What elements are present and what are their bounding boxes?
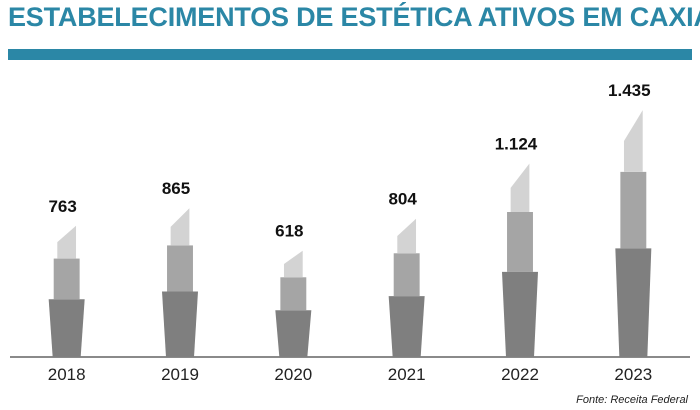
bar-middle-2019 xyxy=(167,245,193,292)
bar-tip-2019 xyxy=(170,208,190,246)
bar-base-2019 xyxy=(162,291,198,357)
bar-base-2020 xyxy=(275,310,312,357)
value-label-2018: 763 xyxy=(48,197,76,216)
bar-middle-2023 xyxy=(620,171,647,249)
bar-base-2022 xyxy=(502,271,538,357)
title-underline-bar xyxy=(8,49,692,60)
value-label-2022: 1.124 xyxy=(495,135,538,154)
bar-tip-2022 xyxy=(510,163,530,213)
bar-tip-2020 xyxy=(283,250,303,278)
value-label-2020: 618 xyxy=(275,222,303,241)
bar-tip-2021 xyxy=(397,218,417,254)
category-label-2019: 2019 xyxy=(161,365,199,384)
bar-middle-2021 xyxy=(393,253,420,297)
bar-middle-2018 xyxy=(53,258,80,300)
category-label-2023: 2023 xyxy=(614,365,652,384)
bar-base-2023 xyxy=(615,248,652,357)
bar-tip-2018 xyxy=(57,225,77,259)
bar-middle-2020 xyxy=(280,277,307,311)
bar-base-2018 xyxy=(48,299,85,357)
bar-base-2021 xyxy=(388,296,425,357)
source-note: Fonte: Receita Federal xyxy=(576,394,688,406)
bar-middle-2022 xyxy=(507,212,533,272)
category-label-2022: 2022 xyxy=(501,365,539,384)
value-label-2021: 804 xyxy=(388,190,417,209)
category-label-2020: 2020 xyxy=(274,365,312,384)
value-label-2019: 865 xyxy=(162,179,190,198)
category-label-2018: 2018 xyxy=(48,365,86,384)
chart-title: ESTABELECIMENTOS DE ESTÉTICA ATIVOS EM C… xyxy=(8,2,700,32)
category-label-2021: 2021 xyxy=(388,365,426,384)
value-label-2023: 1.435 xyxy=(608,81,651,100)
bar-tip-2023 xyxy=(623,110,643,172)
